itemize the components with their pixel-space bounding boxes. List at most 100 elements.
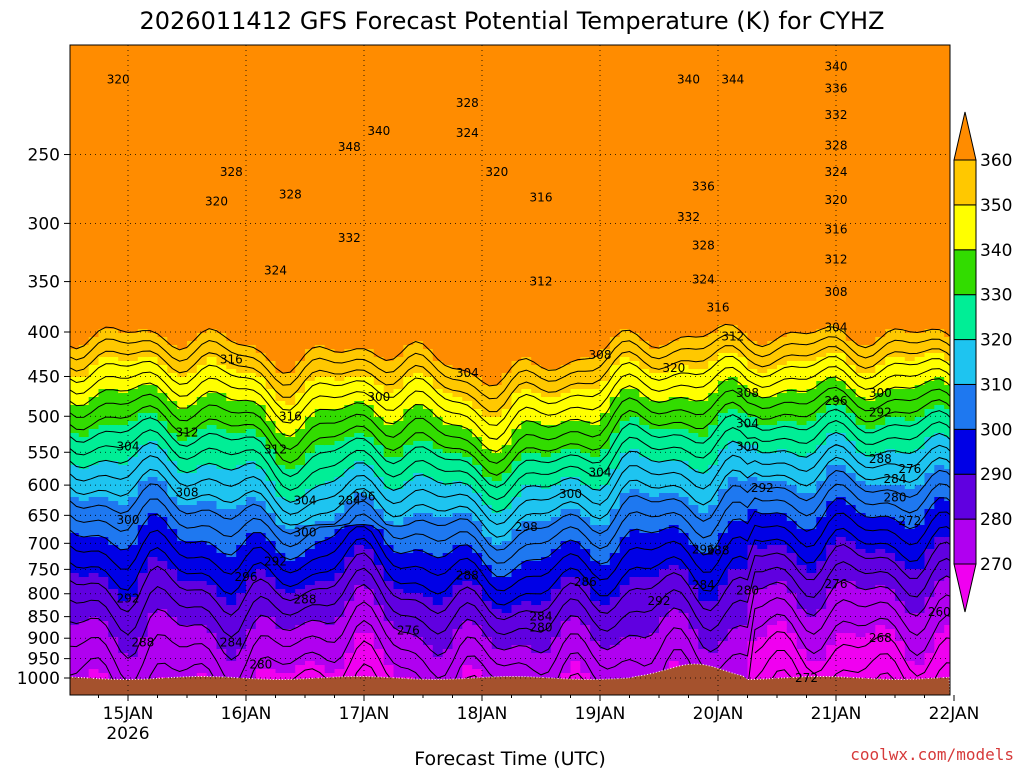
- filled-contour-cell: [256, 109, 266, 114]
- filled-contour-cell: [138, 57, 148, 62]
- filled-contour-cell: [315, 317, 325, 322]
- filled-contour-cell: [276, 373, 286, 378]
- filled-contour-cell: [138, 217, 148, 222]
- filled-contour-cell: [89, 233, 99, 238]
- filled-contour-cell: [364, 357, 374, 362]
- filled-contour-cell: [177, 641, 187, 646]
- filled-contour-cell: [266, 305, 276, 310]
- filled-contour-cell: [148, 437, 158, 442]
- filled-contour-cell: [118, 45, 128, 50]
- filled-contour-cell: [246, 45, 256, 50]
- filled-contour-cell: [226, 229, 236, 234]
- filled-contour-cell: [108, 569, 118, 574]
- filled-contour-cell: [315, 53, 325, 58]
- filled-contour-cell: [207, 209, 217, 214]
- filled-contour-cell: [325, 197, 335, 202]
- filled-contour-cell: [79, 605, 89, 610]
- filled-contour-cell: [177, 309, 187, 314]
- filled-contour-cell: [364, 313, 374, 318]
- filled-contour-cell: [325, 609, 335, 614]
- filled-contour-cell: [69, 649, 79, 654]
- filled-contour-cell: [217, 225, 227, 230]
- filled-contour-cell: [226, 661, 236, 666]
- filled-contour-cell: [266, 105, 276, 110]
- filled-contour-cell: [177, 341, 187, 346]
- filled-contour-cell: [138, 305, 148, 310]
- filled-contour-cell: [315, 417, 325, 422]
- filled-contour-cell: [148, 561, 158, 566]
- filled-contour-cell: [315, 265, 325, 270]
- filled-contour-cell: [256, 85, 266, 90]
- filled-contour-cell: [167, 229, 177, 234]
- filled-contour-cell: [108, 249, 118, 254]
- filled-contour-cell: [138, 53, 148, 58]
- filled-contour-cell: [256, 401, 266, 406]
- filled-contour-cell: [226, 45, 236, 50]
- filled-contour-cell: [295, 181, 305, 186]
- filled-contour-cell: [177, 413, 187, 418]
- filled-contour-cell: [217, 325, 227, 330]
- filled-contour-cell: [364, 413, 374, 418]
- filled-contour-cell: [354, 85, 364, 90]
- filled-contour-cell: [315, 313, 325, 318]
- filled-contour-cell: [335, 301, 345, 306]
- filled-contour-cell: [354, 177, 364, 182]
- filled-contour-cell: [187, 149, 197, 154]
- filled-contour-cell: [335, 173, 345, 178]
- filled-contour-cell: [236, 241, 246, 246]
- filled-contour-cell: [167, 97, 177, 102]
- filled-contour-cell: [226, 457, 236, 462]
- filled-contour-cell: [108, 49, 118, 54]
- filled-contour-cell: [187, 609, 197, 614]
- filled-contour-cell: [138, 141, 148, 146]
- filled-contour-cell: [246, 525, 256, 530]
- filled-contour-cell: [226, 133, 236, 138]
- filled-contour-cell: [108, 505, 118, 510]
- filled-contour-cell: [217, 241, 227, 246]
- filled-contour-cell: [158, 177, 168, 182]
- filled-contour-cell: [207, 465, 217, 470]
- filled-contour-cell: [344, 657, 354, 662]
- filled-contour-cell: [217, 609, 227, 614]
- filled-contour-cell: [325, 77, 335, 82]
- filled-contour-cell: [285, 157, 295, 162]
- filled-contour-cell: [344, 121, 354, 126]
- filled-contour-cell: [217, 617, 227, 622]
- filled-contour-cell: [128, 169, 138, 174]
- filled-contour-cell: [354, 477, 364, 482]
- filled-contour-cell: [364, 265, 374, 270]
- filled-contour-cell: [285, 257, 295, 262]
- filled-contour-cell: [207, 469, 217, 474]
- filled-contour-cell: [295, 485, 305, 490]
- filled-contour-cell: [79, 301, 89, 306]
- filled-contour-cell: [325, 153, 335, 158]
- filled-contour-cell: [108, 469, 118, 474]
- filled-contour-cell: [236, 265, 246, 270]
- filled-contour-cell: [236, 193, 246, 198]
- filled-contour-cell: [305, 85, 315, 90]
- filled-contour-cell: [305, 225, 315, 230]
- filled-contour-cell: [187, 477, 197, 482]
- filled-contour-cell: [118, 97, 128, 102]
- filled-contour-cell: [305, 657, 315, 662]
- filled-contour-cell: [89, 133, 99, 138]
- filled-contour-cell: [285, 205, 295, 210]
- filled-contour-cell: [128, 157, 138, 162]
- filled-contour-cell: [138, 221, 148, 226]
- filled-contour-cell: [187, 321, 197, 326]
- filled-contour-cell: [197, 653, 207, 658]
- filled-contour-cell: [167, 325, 177, 330]
- filled-contour-cell: [197, 657, 207, 662]
- filled-contour-cell: [108, 309, 118, 314]
- filled-contour-cell: [266, 185, 276, 190]
- filled-contour-cell: [128, 129, 138, 134]
- filled-contour-cell: [187, 289, 197, 294]
- filled-contour-cell: [315, 377, 325, 382]
- filled-contour-cell: [276, 89, 286, 94]
- filled-contour-cell: [285, 57, 295, 62]
- filled-contour-cell: [128, 93, 138, 98]
- filled-contour-cell: [354, 213, 364, 218]
- filled-contour-cell: [276, 65, 286, 70]
- filled-contour-cell: [187, 61, 197, 66]
- filled-contour-cell: [197, 145, 207, 150]
